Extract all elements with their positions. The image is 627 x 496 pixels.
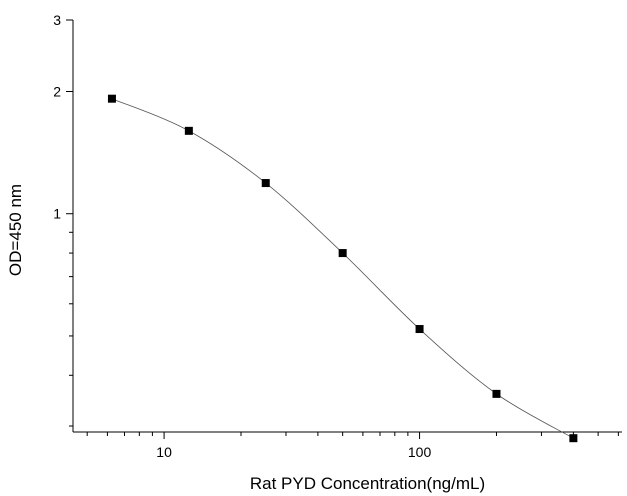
x-tick-label: 10 xyxy=(156,444,172,460)
plot-area xyxy=(107,94,578,443)
axes xyxy=(72,20,622,433)
data-point xyxy=(107,94,116,103)
data-point xyxy=(415,325,424,334)
fit-curve xyxy=(111,98,574,439)
data-point xyxy=(184,126,193,135)
y-tick-label: 1 xyxy=(53,206,61,222)
y-tick-label: 2 xyxy=(53,83,61,99)
data-point xyxy=(261,179,270,188)
x-tick-label: 100 xyxy=(408,444,432,460)
y-axis-title: OD=450 nm xyxy=(6,184,25,276)
data-point xyxy=(569,434,578,443)
x-axis-title: Rat PYD Concentration(ng/mL) xyxy=(250,474,485,493)
data-point xyxy=(492,389,501,398)
ticks: 10 100 1 2 3 xyxy=(53,12,619,460)
data-point xyxy=(338,249,347,258)
y-tick-label: 3 xyxy=(53,12,61,28)
